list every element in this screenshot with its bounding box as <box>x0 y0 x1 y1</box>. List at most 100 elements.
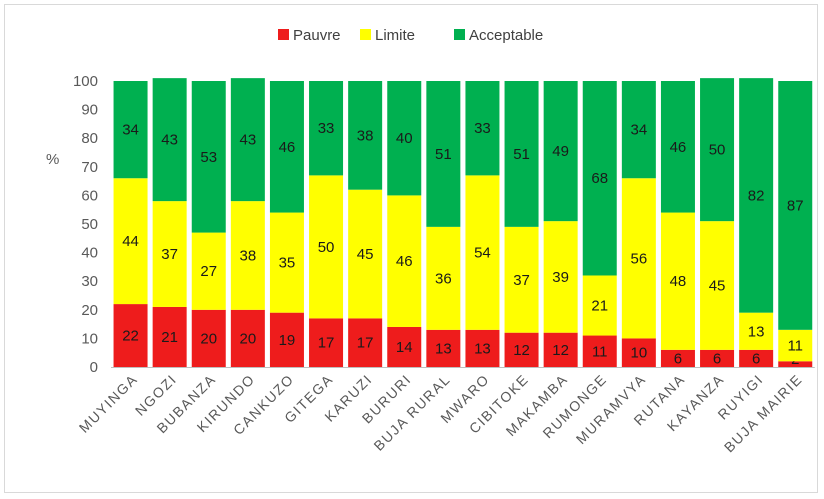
bar-segment-acceptable <box>387 81 422 196</box>
legend-label: Pauvre <box>293 27 341 44</box>
bar-segment-pauvre <box>152 306 187 367</box>
data-label: 37 <box>161 246 178 263</box>
bar-segment-acceptable <box>700 78 735 222</box>
data-label: 34 <box>631 122 648 139</box>
data-label: 54 <box>474 245 491 262</box>
bar-segment-limite <box>778 329 813 362</box>
data-label: 27 <box>200 263 217 280</box>
bar-segment-limite <box>348 189 383 319</box>
data-label: 21 <box>591 298 608 315</box>
data-label: 46 <box>279 139 296 156</box>
bar-segment-acceptable <box>504 81 539 227</box>
data-label: 13 <box>474 340 491 357</box>
data-label: 45 <box>357 246 374 263</box>
data-label: 48 <box>670 273 687 290</box>
bar-segment-pauvre <box>778 361 813 367</box>
data-label: 53 <box>200 149 217 166</box>
bar-segment-acceptable <box>348 81 383 190</box>
y-tick-label: 30 <box>81 273 98 290</box>
data-label: 82 <box>748 187 765 204</box>
bar-segment-acceptable <box>152 78 187 202</box>
data-label: 12 <box>552 342 569 359</box>
bar-segment-limite <box>543 221 578 333</box>
bar-segment-limite <box>426 226 461 330</box>
y-tick-label: 0 <box>90 359 98 376</box>
data-label: 17 <box>318 335 335 352</box>
data-label: 11 <box>592 343 608 360</box>
data-label: 19 <box>279 332 296 349</box>
bar-segment-limite <box>504 226 539 333</box>
data-label: 51 <box>435 146 452 163</box>
bar-segment-pauvre <box>309 318 344 367</box>
bar-segment-acceptable <box>426 81 461 227</box>
data-label: 14 <box>396 339 413 356</box>
bar-segment-acceptable <box>778 81 813 330</box>
legend-swatch <box>454 29 465 40</box>
y-tick-label: 20 <box>81 302 98 319</box>
data-label: 33 <box>318 120 335 137</box>
data-label: 87 <box>787 197 804 214</box>
bar-segment-limite <box>191 232 226 310</box>
data-label: 43 <box>240 132 257 149</box>
bar-segment-pauvre <box>660 349 695 367</box>
bar-segment-pauvre <box>582 335 617 367</box>
bar-segment-limite <box>660 212 695 350</box>
data-label: 34 <box>122 122 139 139</box>
data-label: 44 <box>122 233 139 250</box>
data-label: 46 <box>396 253 413 270</box>
bar-segment-limite <box>700 221 735 350</box>
bar-segment-acceptable <box>269 81 304 213</box>
bar-segment-limite <box>465 175 500 330</box>
bar-segment-acceptable <box>582 81 617 276</box>
bar-segment-acceptable <box>739 78 774 313</box>
data-label: 12 <box>513 342 530 359</box>
bar-segment-pauvre <box>348 318 383 367</box>
bar-segment-limite <box>582 275 617 336</box>
bar-segment-pauvre <box>426 329 461 367</box>
bar-segment-limite <box>739 312 774 350</box>
bars: 22 44 34 21 37 43 20 27 53 20 38 43 19 35 46 17 50 33 17 45… <box>113 78 813 368</box>
bar-segment-pauvre <box>700 349 735 367</box>
y-tick-label: 80 <box>81 130 98 147</box>
bar-segment-acceptable <box>309 81 344 176</box>
data-label: 33 <box>474 120 491 137</box>
data-label: 20 <box>240 330 257 347</box>
data-label: 6 <box>674 350 682 367</box>
data-label: 6 <box>713 350 721 367</box>
y-tick-label: 100 <box>73 73 98 90</box>
legend-swatch <box>278 29 289 40</box>
data-label: 20 <box>200 330 217 347</box>
bar-segment-pauvre <box>269 312 304 367</box>
data-label: 46 <box>670 139 687 156</box>
data-label: 10 <box>631 345 648 362</box>
data-label: 50 <box>318 239 335 256</box>
bar-segment-limite <box>387 195 422 327</box>
y-tick-label: 40 <box>81 245 98 262</box>
data-label: 13 <box>435 340 452 357</box>
bar-segment-acceptable <box>660 81 695 213</box>
bar-segment-acceptable <box>543 81 578 222</box>
bar-segment-pauvre <box>621 338 656 367</box>
data-label: 35 <box>279 255 296 272</box>
data-label: 39 <box>552 269 569 286</box>
bar-segment-pauvre <box>504 332 539 367</box>
legend: Pauvre Limite Acceptable <box>278 27 543 44</box>
data-label: 6 <box>752 350 760 367</box>
data-label: 38 <box>240 247 257 264</box>
bar-segment-pauvre <box>739 349 774 367</box>
y-axis: 0 10 20 30 40 50 60 70 80 90 100 <box>73 73 98 376</box>
data-label: 13 <box>748 323 765 340</box>
y-tick-label: 60 <box>81 187 98 204</box>
bar-segment-acceptable <box>113 81 148 179</box>
bar-segment-acceptable <box>191 81 226 233</box>
data-label: 56 <box>631 250 648 267</box>
bar-segment-acceptable <box>621 81 656 179</box>
data-label: 68 <box>591 170 608 187</box>
bar-segment-limite <box>269 212 304 313</box>
data-label: 50 <box>709 142 726 159</box>
bar-segment-limite <box>113 178 148 305</box>
data-label: 17 <box>357 335 374 352</box>
legend-label: Acceptable <box>469 27 543 44</box>
bar-segment-limite <box>152 201 187 307</box>
bar-segment-pauvre <box>387 326 422 367</box>
